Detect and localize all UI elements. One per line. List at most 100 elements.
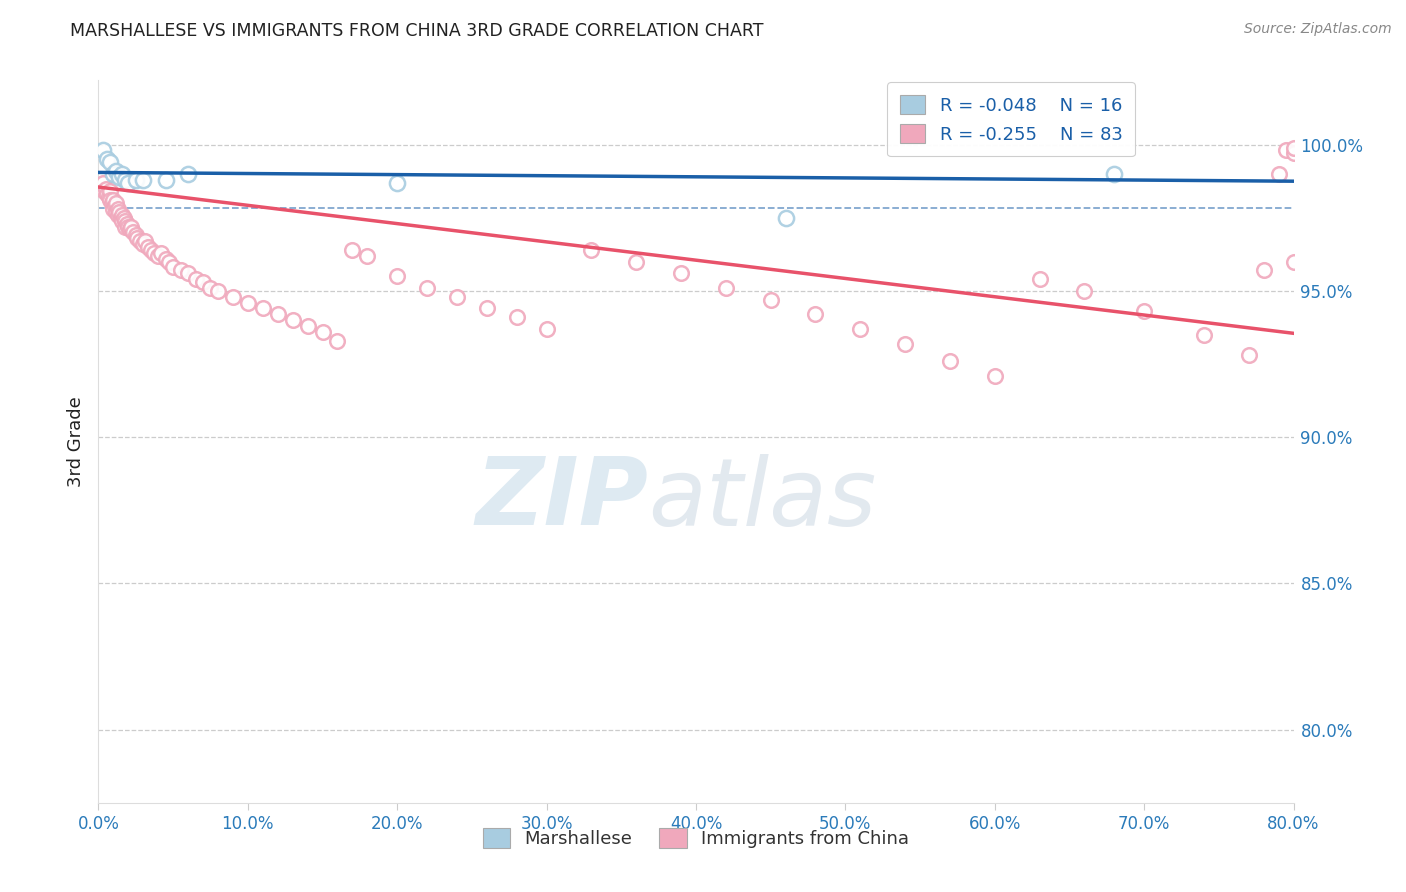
Point	[93, 185, 115, 199]
Point	[177, 266, 200, 280]
Point	[252, 301, 274, 316]
Point	[1073, 284, 1095, 298]
Point	[114, 219, 136, 234]
Point	[191, 275, 214, 289]
Point	[150, 245, 173, 260]
Point	[1237, 348, 1260, 362]
Point	[356, 249, 378, 263]
Point	[984, 368, 1007, 383]
Point	[297, 318, 319, 333]
Point	[108, 205, 131, 219]
Point	[311, 325, 333, 339]
Point	[101, 196, 124, 211]
Point	[98, 185, 122, 199]
Point	[91, 176, 114, 190]
Point	[98, 193, 122, 207]
Point	[894, 336, 917, 351]
Point	[155, 172, 177, 186]
Point	[114, 172, 136, 186]
Point	[849, 322, 872, 336]
Point	[134, 234, 156, 248]
Point	[626, 254, 648, 268]
Point	[714, 281, 737, 295]
Point	[105, 205, 128, 219]
Point	[98, 155, 122, 169]
Point	[804, 307, 827, 321]
Point	[97, 190, 120, 204]
Point	[157, 254, 180, 268]
Point	[121, 226, 143, 240]
Point	[169, 263, 191, 277]
Point	[342, 243, 364, 257]
Point	[184, 272, 207, 286]
Point	[120, 219, 142, 234]
Point	[142, 245, 165, 260]
Point	[162, 260, 184, 275]
Point	[1282, 140, 1305, 154]
Point	[107, 208, 129, 222]
Point	[129, 234, 152, 248]
Point	[115, 217, 138, 231]
Y-axis label: 3rd Grade: 3rd Grade	[66, 396, 84, 487]
Point	[136, 240, 159, 254]
Point	[1104, 167, 1126, 181]
Point	[139, 243, 162, 257]
Point	[1192, 327, 1215, 342]
Point	[132, 172, 155, 186]
Legend: Marshallese, Immigrants from China: Marshallese, Immigrants from China	[475, 821, 917, 855]
Point	[1275, 144, 1298, 158]
Point	[281, 313, 304, 327]
Point	[132, 237, 155, 252]
Point	[1267, 167, 1289, 181]
Point	[103, 167, 125, 181]
Point	[155, 252, 177, 266]
Point	[385, 269, 409, 284]
Text: Source: ZipAtlas.com: Source: ZipAtlas.com	[1244, 22, 1392, 37]
Point	[105, 164, 128, 178]
Point	[117, 219, 139, 234]
Point	[177, 167, 200, 181]
Point	[107, 202, 129, 216]
Point	[105, 196, 128, 211]
Point	[759, 293, 782, 307]
Text: MARSHALLESE VS IMMIGRANTS FROM CHINA 3RD GRADE CORRELATION CHART: MARSHALLESE VS IMMIGRANTS FROM CHINA 3RD…	[70, 22, 763, 40]
Point	[108, 169, 131, 184]
Point	[1133, 304, 1156, 318]
Point	[96, 153, 118, 167]
Point	[536, 322, 558, 336]
Point	[939, 354, 962, 368]
Point	[267, 307, 290, 321]
Point	[125, 172, 148, 186]
Point	[236, 295, 259, 310]
Point	[1282, 254, 1305, 268]
Point	[110, 211, 132, 225]
Point	[1253, 263, 1275, 277]
Point	[200, 281, 222, 295]
Text: atlas: atlas	[648, 454, 876, 545]
Point	[326, 334, 349, 348]
Point	[104, 199, 127, 213]
Point	[112, 211, 135, 225]
Point	[506, 310, 529, 325]
Point	[103, 193, 125, 207]
Point	[117, 176, 139, 190]
Point	[111, 167, 134, 181]
Point	[669, 266, 692, 280]
Point	[446, 290, 468, 304]
Point	[148, 249, 170, 263]
Point	[125, 228, 148, 243]
Point	[118, 222, 141, 236]
Point	[111, 208, 134, 222]
Point	[581, 243, 603, 257]
Point	[385, 176, 409, 190]
Point	[96, 187, 118, 202]
Point	[127, 231, 149, 245]
Text: ZIP: ZIP	[475, 453, 648, 545]
Point	[1282, 146, 1305, 161]
Point	[111, 213, 134, 227]
Point	[94, 181, 117, 195]
Point	[475, 301, 498, 316]
Point	[416, 281, 439, 295]
Point	[207, 284, 229, 298]
Point	[103, 202, 125, 216]
